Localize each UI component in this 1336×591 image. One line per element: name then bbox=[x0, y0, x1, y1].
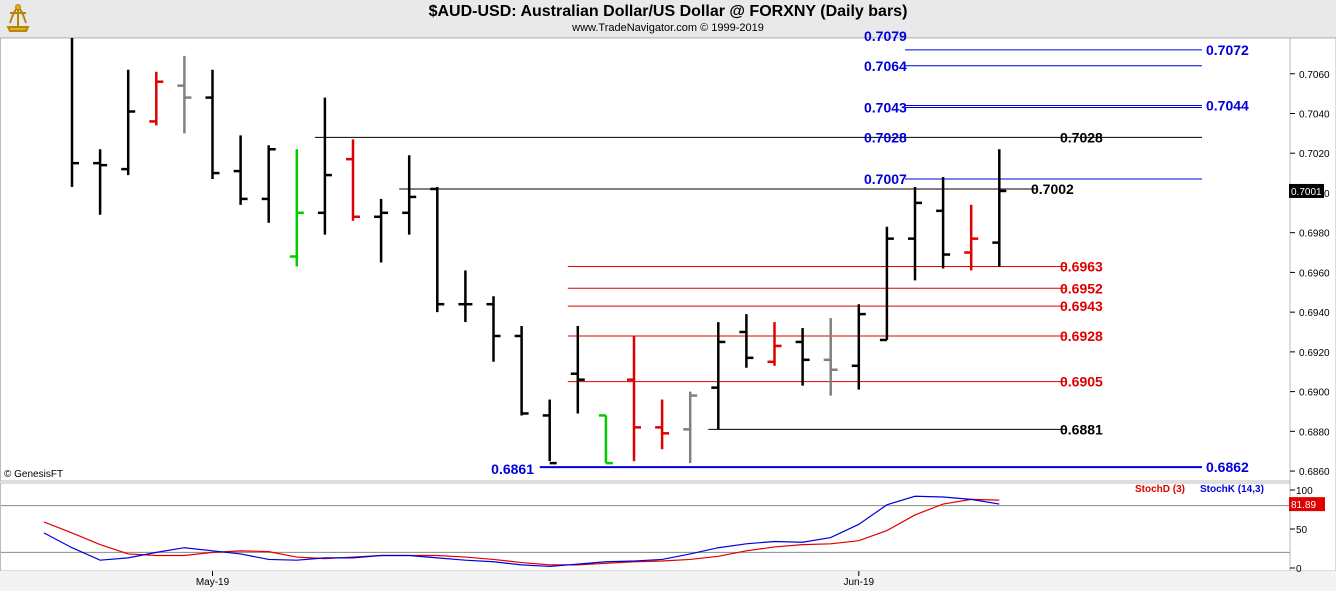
level-label: 0.7043 bbox=[864, 100, 907, 116]
price-y-tick-label: 0.7040 bbox=[1299, 109, 1330, 120]
price-y-tick-label: 0.6980 bbox=[1299, 229, 1330, 240]
price-y-tick-label: 0.7060 bbox=[1299, 70, 1330, 81]
level-label: 0.7072 bbox=[1206, 42, 1249, 58]
level-label: 0.7002 bbox=[1031, 181, 1074, 197]
stoch-y-tick-label: 100 bbox=[1296, 486, 1313, 497]
level-label: 0.6905 bbox=[1060, 374, 1103, 390]
level-label: 0.7007 bbox=[864, 171, 907, 187]
level-label: 0.6943 bbox=[1060, 298, 1103, 314]
stoch-y-tick-label: 0 bbox=[1296, 564, 1302, 575]
stoch-y-tick-label: 50 bbox=[1296, 525, 1308, 536]
level-label: 0.7044 bbox=[1206, 98, 1249, 114]
stoch-legend-entry: StochK (14,3) bbox=[1200, 484, 1264, 495]
level-label: 0.7028 bbox=[1060, 129, 1103, 145]
price-y-tick-label: 0.6960 bbox=[1299, 268, 1330, 279]
trade-navigator-logo-icon bbox=[6, 4, 30, 32]
chart-subtitle: www.TradeNavigator.com © 1999-2019 bbox=[572, 22, 764, 34]
price-y-tick-label: 0.6900 bbox=[1299, 388, 1330, 399]
stoch-series-line bbox=[43, 498, 1000, 566]
price-y-tick-label: 0.6860 bbox=[1299, 467, 1330, 478]
last-price-label: 0.7001 bbox=[1291, 187, 1322, 198]
price-y-tick-label: 0.6920 bbox=[1299, 348, 1330, 359]
price-y-tick-label: 0.6940 bbox=[1299, 308, 1330, 319]
x-axis-area bbox=[0, 571, 1336, 591]
price-panel-frame bbox=[0, 37, 1291, 482]
level-label: 0.6963 bbox=[1060, 258, 1103, 274]
x-tick-label: Jun-19 bbox=[844, 577, 875, 588]
level-label: 0.7028 bbox=[864, 129, 907, 145]
stoch-last-value-label: 81.89 bbox=[1291, 500, 1316, 511]
stoch-last-value-box bbox=[1289, 497, 1325, 512]
level-label: 0.7079 bbox=[864, 28, 907, 44]
x-tick-label: May-19 bbox=[196, 577, 230, 588]
level-label: 0.6881 bbox=[1060, 421, 1103, 437]
level-label: 0.6862 bbox=[1206, 459, 1249, 475]
price-y-tick-label: 0.6880 bbox=[1299, 427, 1330, 438]
stoch-legend-entry: StochD (3) bbox=[1135, 484, 1185, 495]
chart-header: $AUD-USD: Australian Dollar/US Dollar @ … bbox=[0, 0, 1336, 38]
last-price-box bbox=[1289, 183, 1324, 198]
copyright-note: © GenesisFT bbox=[4, 469, 64, 480]
chart-title: $AUD-USD: Australian Dollar/US Dollar @ … bbox=[428, 3, 908, 20]
price-y-tick-label: 0.7020 bbox=[1299, 149, 1330, 160]
stochastic-panel-frame bbox=[0, 482, 1291, 572]
level-label: 0.6928 bbox=[1060, 328, 1103, 344]
level-label: 0.6952 bbox=[1060, 280, 1103, 296]
level-label: 0.7064 bbox=[864, 58, 907, 74]
level-label: 0.6861 bbox=[491, 461, 534, 477]
y-axis-area bbox=[1289, 37, 1336, 572]
stoch-series-line bbox=[43, 495, 1000, 568]
